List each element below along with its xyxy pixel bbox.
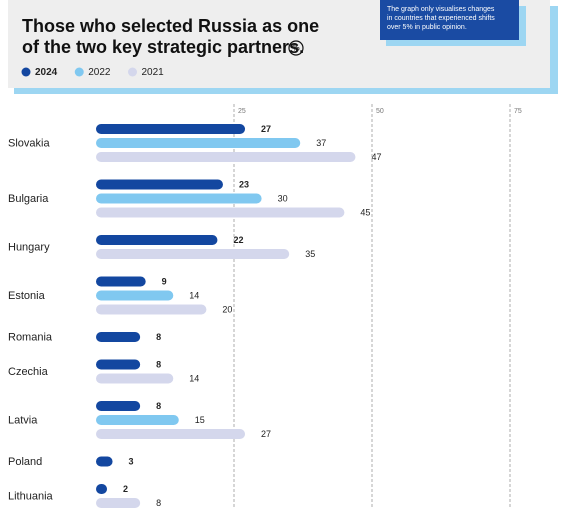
legend-label: 2021 — [142, 67, 165, 78]
x-tick-label: 50 — [376, 108, 384, 115]
legend-label: 2024 — [35, 67, 58, 78]
value-label: 27 — [261, 429, 271, 439]
bar — [96, 401, 141, 411]
value-label: 22 — [233, 235, 243, 245]
legend-swatch — [74, 67, 84, 77]
bar — [96, 138, 301, 148]
value-label: 15 — [195, 415, 205, 425]
bar — [96, 290, 174, 301]
note-box — [380, 0, 519, 40]
bar — [96, 304, 207, 315]
value-label: 35 — [305, 249, 315, 259]
unit-badge — [288, 40, 304, 56]
value-label: 8 — [156, 332, 161, 342]
note: over 5% in public opinion. — [387, 24, 467, 31]
value-label: 14 — [189, 373, 199, 383]
y-tick-label: Bulgaria — [8, 193, 49, 205]
bar — [96, 207, 345, 218]
y-tick-label: Estonia — [8, 290, 46, 302]
legend-swatch — [21, 67, 31, 77]
value-label: 45 — [360, 207, 370, 217]
chart-title: of the two key strategic partners. — [22, 37, 304, 57]
bar — [96, 332, 141, 342]
value-label: 20 — [222, 304, 232, 314]
bar — [96, 415, 179, 425]
bar — [96, 249, 290, 259]
bar — [96, 179, 223, 190]
value-label: 8 — [156, 401, 161, 411]
value-label: 27 — [261, 124, 271, 134]
bar — [96, 152, 356, 162]
bar — [96, 124, 246, 134]
value-label: 3 — [129, 456, 134, 466]
value-label: 14 — [189, 290, 199, 300]
value-label: 2 — [123, 484, 128, 494]
x-tick-label: 75 — [514, 108, 522, 115]
bar — [96, 484, 108, 494]
value-label: 23 — [239, 179, 249, 189]
chart-title: Those who selected Russia as one — [22, 16, 319, 36]
unit: % — [292, 44, 299, 53]
value-label: 37 — [316, 138, 326, 148]
value-label: 47 — [371, 152, 381, 162]
y-tick-label: Czechia — [8, 366, 49, 378]
value-label: 9 — [162, 276, 167, 286]
bar — [96, 429, 246, 439]
y-tick-label: Poland — [8, 456, 42, 468]
y-tick-label: Slovakia — [8, 137, 50, 149]
bar — [96, 193, 262, 204]
bar — [96, 276, 146, 287]
note: The graph only visualises changes — [387, 6, 495, 13]
bar — [96, 359, 141, 370]
y-tick-label: Latvia — [8, 414, 38, 426]
bar — [96, 235, 218, 245]
bar — [96, 498, 141, 508]
x-tick-label: 25 — [238, 108, 246, 115]
legend-swatch — [128, 67, 137, 77]
y-tick-label: Lithuania — [8, 490, 54, 502]
value-label: 30 — [278, 193, 288, 203]
y-tick-label: Hungary — [8, 241, 50, 253]
note: in countries that experienced shifts — [387, 15, 495, 22]
y-tick-label: Romania — [8, 331, 53, 343]
legend-label: 2022 — [88, 67, 111, 78]
value-label: 8 — [156, 498, 161, 508]
bar — [96, 373, 174, 384]
value-label: 8 — [156, 359, 161, 369]
bar — [96, 456, 113, 467]
